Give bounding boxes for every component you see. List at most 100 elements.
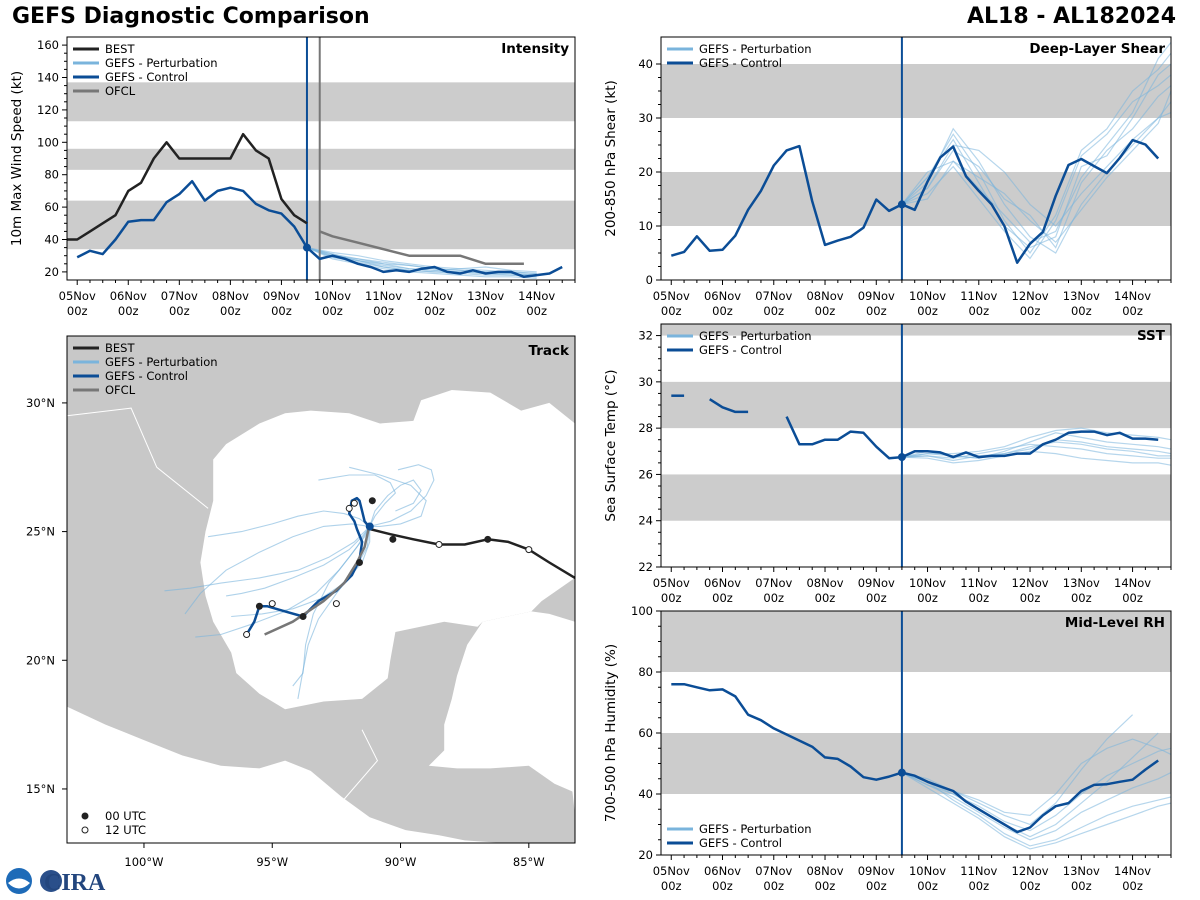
lon-tick-label: 90°W: [385, 855, 417, 869]
plot-area-rh: [661, 611, 1171, 855]
x-tick-label-day: 05Nov: [59, 289, 96, 303]
panel-rh: 2040608010005Nov00z06Nov00z07Nov00z08Nov…: [603, 604, 1172, 893]
series-line-gefs-control: [709, 398, 749, 414]
y-tick-label: 100: [37, 135, 59, 149]
x-tick-label-hour: 00z: [1020, 591, 1041, 605]
y-tick-label: 100: [631, 604, 653, 618]
x-tick-label-day: 14Nov: [1114, 576, 1151, 590]
lat-tick-label: 15°N: [26, 782, 55, 796]
x-tick-label-hour: 00z: [917, 879, 938, 893]
marker-00utc: [355, 558, 363, 566]
x-tick-label-day: 09Nov: [858, 289, 895, 303]
legend-label-ofcl: OFCL: [105, 383, 136, 397]
x-tick-label-day: 11Nov: [960, 864, 997, 878]
perturbation-track: [318, 474, 397, 527]
x-tick-label-hour: 00z: [917, 304, 938, 318]
x-tick-label-day: 08Nov: [806, 864, 843, 878]
x-tick-label-day: 07Nov: [755, 864, 792, 878]
utc12-key-label: 12 UTC: [105, 823, 146, 837]
panel-title: Mid-Level RH: [1065, 615, 1165, 631]
marker-00utc: [255, 602, 263, 610]
cira-globe-icon: [40, 870, 62, 892]
perturbation-track: [231, 526, 371, 618]
y-tick-label: 10: [638, 219, 653, 233]
x-tick-label-day: 14Nov: [1114, 289, 1151, 303]
x-tick-label-hour: 00z: [712, 879, 733, 893]
x-tick-label-hour: 00z: [661, 304, 682, 318]
page-title: GEFS Diagnostic Comparison: [12, 4, 370, 29]
x-tick-label-day: 06Nov: [110, 289, 147, 303]
x-tick-label-day: 12Nov: [1012, 864, 1049, 878]
x-tick-label-hour: 00z: [1071, 304, 1092, 318]
x-tick-label-hour: 00z: [815, 879, 836, 893]
lon-tick-label: 85°W: [513, 855, 545, 869]
x-tick-label-hour: 00z: [763, 304, 784, 318]
gulf-of-mexico: [200, 390, 575, 710]
x-tick-label-day: 13Nov: [1063, 864, 1100, 878]
x-tick-label-day: 08Nov: [212, 289, 249, 303]
perturbation-line: [901, 450, 1171, 466]
band-1: [67, 148, 575, 170]
x-tick-label-hour: 00z: [1020, 304, 1041, 318]
y-tick-label: 40: [638, 787, 653, 801]
pacific-ocean: [67, 706, 504, 843]
x-tick-label-hour: 00z: [1071, 879, 1092, 893]
y-tick-label: 60: [44, 200, 59, 214]
legend-label-best: BEST: [105, 42, 135, 56]
legend-label-control: GEFS - Control: [105, 369, 188, 383]
noaa-bird-icon: [8, 878, 30, 889]
x-tick-label-hour: 00z: [866, 879, 887, 893]
panel-title: SST: [1137, 328, 1166, 344]
x-tick-label-hour: 00z: [968, 591, 989, 605]
perturbation-track: [369, 464, 435, 527]
x-tick-label-hour: 00z: [271, 304, 292, 318]
x-tick-label-hour: 00z: [866, 591, 887, 605]
perturbation-track: [369, 479, 422, 527]
x-tick-label-hour: 00z: [220, 304, 241, 318]
x-tick-label-hour: 00z: [815, 591, 836, 605]
marker-12utc: [435, 540, 443, 548]
marker-00utc: [299, 613, 307, 621]
x-tick-label-hour: 00z: [1122, 591, 1143, 605]
x-tick-label-day: 08Nov: [806, 289, 843, 303]
x-tick-label-day: 14Nov: [1114, 864, 1151, 878]
x-tick-label-hour: 00z: [661, 591, 682, 605]
cira-logo-text: CIRA: [44, 870, 106, 896]
x-tick-label-hour: 00z: [917, 591, 938, 605]
x-tick-label-hour: 00z: [67, 304, 88, 318]
plot-frame: [660, 323, 1172, 568]
y-tick-label: 120: [37, 103, 59, 117]
y-tick-label: 28: [638, 421, 653, 435]
series-line-best: [67, 132, 308, 241]
lat-tick-label: 30°N: [26, 396, 55, 410]
x-tick-label-hour: 00z: [866, 304, 887, 318]
y-tick-label: 80: [44, 168, 59, 182]
lon-tick-label: 100°W: [124, 855, 163, 869]
band-2: [67, 82, 575, 122]
series-line-gefs-control: [670, 138, 1160, 264]
perturbation-line: [901, 714, 1134, 826]
x-tick-label-day: 08Nov: [806, 576, 843, 590]
x-tick-label-day: 11Nov: [960, 289, 997, 303]
y-tick-label: 40: [638, 57, 653, 71]
x-tick-label-day: 10Nov: [909, 864, 946, 878]
x-tick-label-hour: 00z: [763, 879, 784, 893]
band-0: [661, 474, 1171, 521]
x-tick-label-hour: 00z: [1020, 879, 1041, 893]
x-tick-label-hour: 00z: [712, 304, 733, 318]
us-mexico-border: [67, 407, 209, 509]
lat-tick-label: 25°N: [26, 525, 55, 539]
current-point: [897, 200, 906, 209]
perturbation-track: [208, 510, 371, 538]
plot-area-sst: [661, 324, 1171, 567]
perturbation-line: [306, 247, 537, 276]
track-ofcl: [264, 523, 371, 636]
legend-label-pert: GEFS - Perturbation: [699, 329, 812, 343]
legend-label-control: GEFS - Control: [699, 836, 782, 850]
x-tick-label-day: 12Nov: [416, 289, 453, 303]
y-axis-label: 200-850 hPa Shear (kt): [603, 80, 619, 237]
marker-00utc: [368, 497, 376, 505]
marker-00utc: [484, 535, 492, 543]
map-area: [67, 336, 575, 843]
